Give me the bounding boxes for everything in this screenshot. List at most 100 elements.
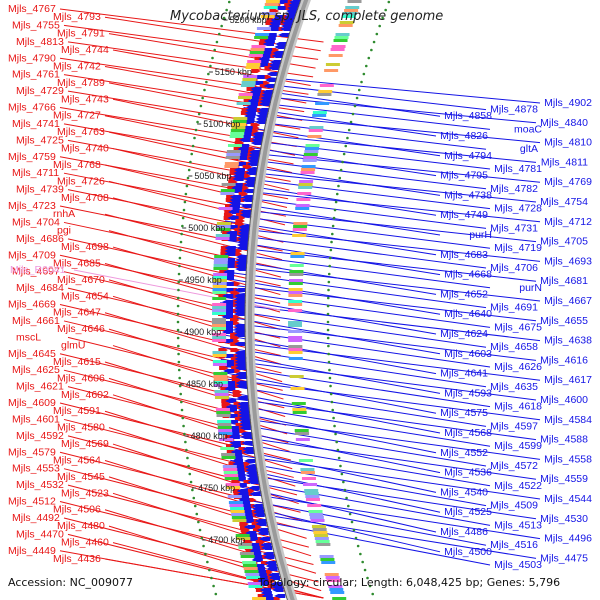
gene-label-forward: Mjls_4615 <box>53 356 101 368</box>
cog-tile-right <box>213 375 228 378</box>
gene-label-forward: Mjls_4791 <box>57 28 105 40</box>
gene-label-forward: Mjls_4580 <box>57 422 105 434</box>
leader-line-reverse <box>221 270 487 309</box>
cog-tile-right <box>254 36 269 39</box>
cog-tile-left <box>341 15 356 18</box>
scale-label: 4950 kbp <box>185 275 222 285</box>
cog-tile-left <box>298 183 313 186</box>
cog-tile-left <box>295 207 310 210</box>
gc-dot-left <box>351 112 355 116</box>
cog-tile-right <box>242 561 257 564</box>
gene-label-forward: Mjls_4793 <box>53 11 101 23</box>
leader-line-reverse <box>223 239 441 276</box>
gc-dot-right <box>178 376 181 380</box>
leader-line-reverse <box>221 365 491 408</box>
cog-tile-right <box>212 288 227 291</box>
gene-label-forward: Mjls_4569 <box>61 438 109 450</box>
gene-label-forward: Mjls_4684 <box>16 282 64 294</box>
cog-tile-left <box>334 36 349 39</box>
gene-label-reverse: Mjls_4540 <box>440 486 488 498</box>
cog-tile-right <box>213 372 228 375</box>
gene-label-forward: Mjls_4592 <box>16 430 64 442</box>
leader-line-reverse <box>224 226 541 262</box>
gc-dot-left <box>362 72 366 76</box>
cog-tile-left <box>288 303 303 306</box>
reverse-gene-block <box>235 384 248 388</box>
reverse-gene-block <box>232 177 244 181</box>
gc-dot-right <box>227 0 231 4</box>
gc-dot-left <box>336 448 340 452</box>
reverse-gene-block <box>244 459 256 463</box>
cog-tile-left <box>305 495 320 498</box>
cog-tile-left <box>304 492 319 495</box>
cog-tile-right <box>247 582 262 585</box>
gene-label-reverse: Mjls_4810 <box>544 137 592 149</box>
gc-dot-left <box>371 592 375 596</box>
cog-tile-right <box>227 495 242 498</box>
cog-tile-right <box>212 318 227 321</box>
gene-label-forward: Mjls_4790 <box>8 52 56 64</box>
gc-dot-left <box>327 280 331 284</box>
gene-label-forward: Mjls_4460 <box>61 537 109 549</box>
gc-dot-right <box>185 184 189 188</box>
cog-tile-left <box>288 330 303 333</box>
cog-tile-right <box>230 132 245 135</box>
gene-label-forward: Mjls_4523 <box>61 487 109 499</box>
cog-tile-left <box>312 114 327 117</box>
gc-dot-left <box>329 248 333 252</box>
cog-tile-right <box>212 297 227 300</box>
gc-dot-left <box>327 352 330 356</box>
cog-tile-left <box>312 111 327 114</box>
cog-tile-left <box>345 6 360 9</box>
gene-label-reverse: Mjls_4675 <box>494 321 542 333</box>
cog-tile-left <box>297 192 312 195</box>
reverse-gene-block <box>268 66 280 70</box>
reverse-gene-block <box>280 27 292 31</box>
cog-tile-left <box>320 558 335 561</box>
leader-line-reverse <box>238 132 537 163</box>
reverse-gene-block <box>234 342 246 346</box>
gene-labels: Mjls_4767Mjls_4793Mjls_4755Mjls_4791Mjls… <box>8 3 592 571</box>
leader-line-reverse <box>220 289 491 328</box>
cog-tile-left <box>288 288 303 291</box>
cog-tile-left <box>294 429 309 432</box>
scale-label: 5050 kbp <box>194 171 231 181</box>
cog-tile-left <box>318 90 333 93</box>
gene-label-reverse: Mjls_4667 <box>544 295 592 307</box>
cog-tile-right <box>220 189 235 192</box>
gc-dot-left <box>338 176 342 180</box>
gene-label-reverse: Mjls_4626 <box>494 361 542 373</box>
gc-dot-right <box>213 48 216 52</box>
gene-label-reverse: Mjls_4544 <box>544 493 592 505</box>
cog-tile-left <box>308 510 323 513</box>
cog-tile-left <box>296 198 311 201</box>
gene-label-forward: Mjls_4512 <box>8 496 56 508</box>
cog-tile-right <box>213 261 228 264</box>
cog-tile-left <box>303 483 318 486</box>
forward-gene-block <box>251 69 261 73</box>
gene-label-forward: Mjls_4755 <box>12 19 60 31</box>
leader-line-reverse <box>234 151 541 183</box>
gc-dot-left <box>372 40 376 44</box>
cog-tile-right <box>230 510 245 513</box>
gene-label-forward: Mjls_4742 <box>53 60 101 72</box>
leader-line-reverse <box>220 346 487 388</box>
gene-label-forward: Mjls_4654 <box>61 290 109 302</box>
cog-tile-right <box>214 393 229 396</box>
gc-dot-right <box>197 520 200 524</box>
gc-dot-right <box>184 440 187 444</box>
cog-tile-right <box>215 237 230 240</box>
reverse-gene-block <box>247 162 259 166</box>
gene-label-reverse: Mjls_4513 <box>494 519 542 531</box>
cog-tile-right <box>240 555 255 558</box>
leader-line-reverse <box>220 340 541 381</box>
gc-dot-right <box>205 80 208 84</box>
gene-label-forward: Mjls_4625 <box>12 364 60 376</box>
gene-label-reverse: Mjls_4691 <box>490 302 538 314</box>
cog-tile-right <box>242 78 257 81</box>
reverse-gene-block <box>262 42 274 46</box>
cog-tile-right <box>224 165 239 168</box>
cog-tile-right <box>232 123 247 126</box>
leader-line-reverse <box>236 497 487 546</box>
cog-tile-left <box>292 411 307 414</box>
